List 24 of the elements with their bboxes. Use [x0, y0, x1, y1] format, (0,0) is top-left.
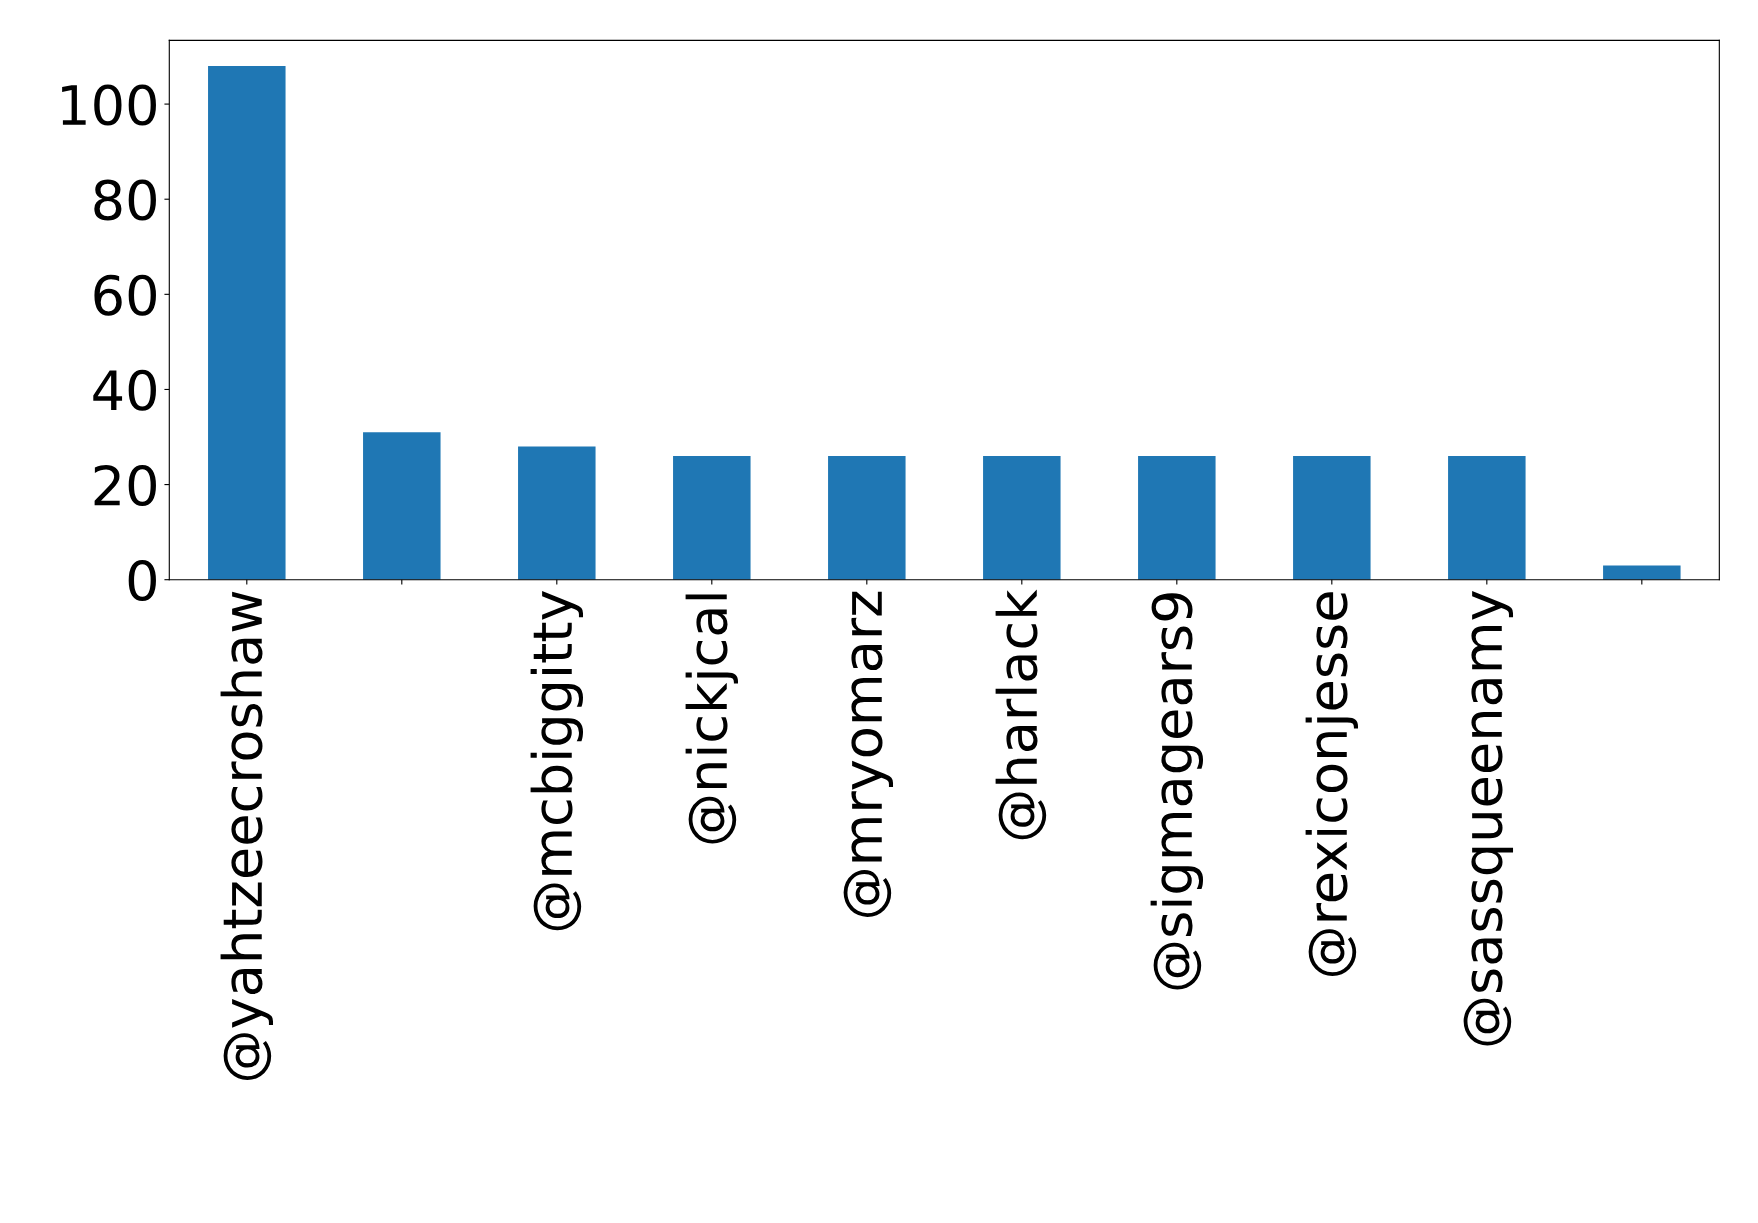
- bar: [208, 66, 286, 580]
- bar: [1293, 456, 1371, 580]
- x-tick-label: @sassqueenamy: [1463, 591, 1514, 1046]
- y-tick-label: 80: [94, 179, 156, 221]
- x-tick-label: @mcbiggitty: [530, 591, 584, 931]
- x-tick-label: @mryomarz: [843, 591, 894, 917]
- bar: [1448, 456, 1526, 580]
- y-tick-label: 0: [128, 560, 156, 602]
- y-tick-label: 60: [94, 274, 156, 316]
- bar: [518, 446, 596, 580]
- x-tick-label: @nickjcal: [685, 594, 739, 844]
- bar: [983, 456, 1061, 580]
- x-tick-label: @harlack: [995, 589, 1047, 840]
- y-tick-label: 20: [94, 464, 156, 506]
- bar: [828, 456, 906, 580]
- x-tick-label: @yahtzeecroshaw: [220, 591, 274, 1080]
- bar: [1138, 456, 1216, 580]
- x-tick-label: @rexiconjesse: [1305, 592, 1359, 976]
- bar: [673, 456, 751, 580]
- y-tick-label: 100: [62, 84, 156, 126]
- bar: [363, 432, 441, 580]
- x-tick-label: @sigmagears9: [1150, 593, 1204, 990]
- y-tick-label: 40: [93, 369, 156, 411]
- bar: [1603, 565, 1681, 580]
